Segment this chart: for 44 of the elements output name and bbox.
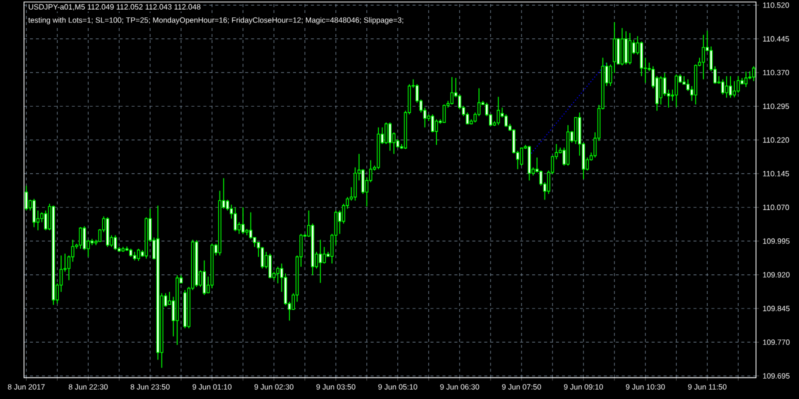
candlestick [748, 70, 752, 80]
candlestick [721, 78, 724, 96]
candlestick [450, 76, 454, 105]
candlestick [32, 198, 36, 228]
candlestick [736, 76, 740, 94]
candlestick [241, 206, 245, 234]
candlestick [752, 66, 756, 82]
candlestick [260, 246, 264, 269]
candlestick [249, 212, 252, 240]
candlestick [202, 260, 206, 296]
candlestick [431, 114, 434, 133]
candlestick [744, 71, 748, 88]
candlestick [388, 122, 392, 152]
candlestick [276, 266, 280, 284]
candlestick [361, 168, 364, 194]
candlestick [624, 30, 628, 65]
candlestick [44, 210, 48, 231]
candlestick [674, 74, 678, 108]
candlestick [442, 104, 446, 123]
candlestick [504, 114, 508, 128]
candlestick [702, 34, 705, 80]
candlestick [82, 226, 86, 251]
candlestick [608, 64, 612, 86]
candlestick [612, 22, 616, 74]
candlestick [686, 78, 690, 92]
candlestick [725, 76, 728, 98]
candlestick [318, 239, 322, 284]
candlestick [226, 199, 230, 211]
candlestick [628, 32, 632, 65]
candlestick [434, 118, 438, 146]
candlestick [322, 246, 326, 264]
candlestick [354, 166, 357, 202]
candlestick [732, 80, 736, 98]
candlestick [496, 96, 500, 126]
candlestick [728, 76, 732, 98]
candlestick [520, 147, 524, 166]
candlestick [574, 116, 578, 144]
candlestick [384, 122, 388, 144]
candlestick [114, 234, 117, 251]
candlestick [78, 226, 82, 250]
candlestick [268, 253, 272, 279]
candlestick [234, 206, 237, 232]
candlestick [659, 76, 662, 105]
candlestick [136, 248, 140, 262]
